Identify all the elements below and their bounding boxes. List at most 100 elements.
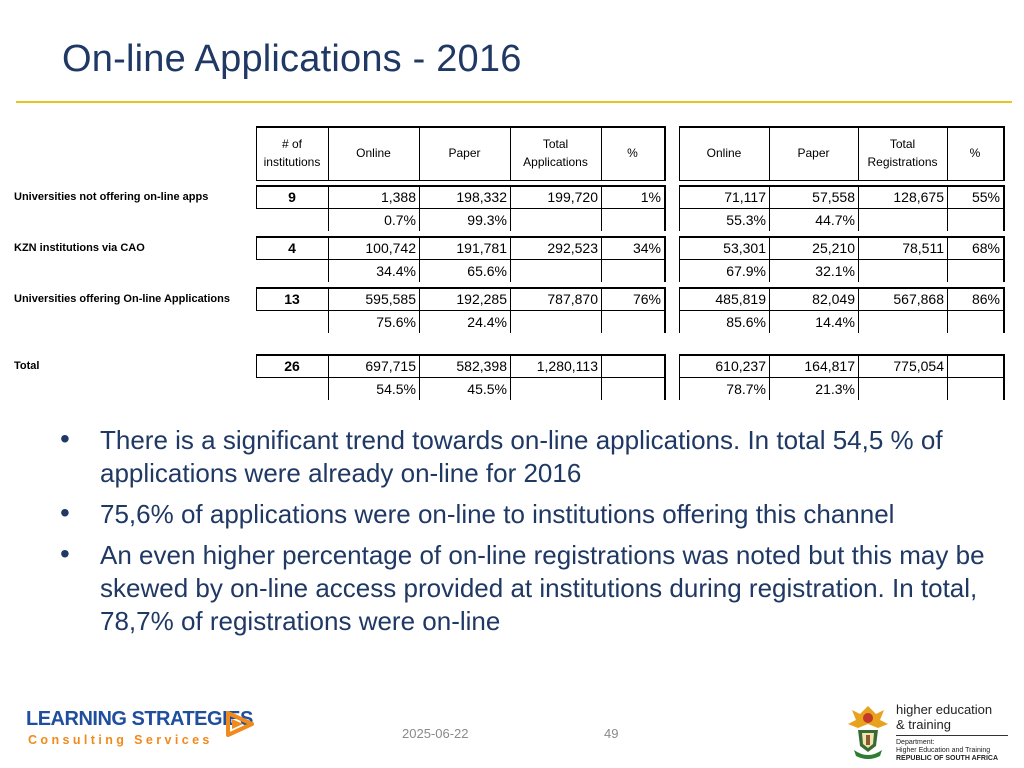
grid-line	[679, 185, 680, 231]
cell-online-reg-pct: 67.9%	[726, 262, 766, 279]
title-divider	[16, 101, 1012, 103]
grid-line	[510, 236, 511, 282]
header-top-border-2	[679, 126, 1005, 128]
row-top-border	[679, 287, 1005, 289]
cell-paper: 192,285	[456, 290, 507, 307]
row-mid-border	[679, 259, 1005, 260]
grid-line	[947, 185, 948, 231]
bullet-text: 75,6% of applications were on-line to in…	[100, 499, 895, 529]
cell-online-reg: 53,301	[723, 239, 766, 256]
grid-line	[1003, 236, 1005, 282]
row-top-border	[256, 236, 666, 238]
grid-line	[769, 354, 770, 400]
grid-line	[601, 287, 602, 333]
row-top-border	[679, 185, 1005, 187]
cell-paper: 198,332	[456, 188, 507, 205]
grid-line	[328, 126, 329, 181]
dhet-dept-label: Department:	[896, 739, 935, 746]
dhet-dept-name: Higher Education and Training	[896, 747, 991, 754]
grid-line	[679, 126, 680, 181]
grid-line	[328, 185, 329, 231]
header-bottom-border-1	[256, 180, 666, 181]
cell-total-app: 787,870	[547, 290, 598, 307]
header-total-registrations: Total Registrations	[867, 137, 938, 169]
row-label: KZN institutions via CAO	[14, 242, 145, 254]
logo-sub-text: Consulting Services	[28, 733, 213, 747]
cell-total-reg: 128,675	[893, 188, 944, 205]
grid-line	[858, 126, 859, 181]
grid-line	[664, 185, 666, 231]
row-mid-border	[679, 208, 1005, 209]
row-top-border	[679, 354, 1005, 356]
cell-paper-pct: 24.4%	[467, 313, 507, 330]
cell-paper-pct: 65.6%	[467, 262, 507, 279]
row-mid-border	[256, 377, 666, 378]
cell-institutions: 13	[284, 290, 300, 307]
grid-line	[419, 354, 420, 400]
bullet-icon: •	[60, 497, 70, 528]
row-top-border	[256, 354, 666, 356]
row-mid-border	[256, 208, 666, 209]
grid-line	[1003, 126, 1005, 181]
row-top-border	[256, 185, 666, 187]
row-label: Universities offering On-line Applicatio…	[14, 293, 230, 305]
bullet-text: An even higher percentage of on-line reg…	[100, 540, 985, 636]
grid-line	[601, 236, 602, 282]
cell-paper-reg: 82,049	[812, 290, 855, 307]
grid-line	[679, 236, 680, 282]
cell-paper: 191,781	[456, 239, 507, 256]
cell-online-reg: 71,117	[724, 188, 766, 205]
cell-paper: 582,398	[456, 357, 507, 374]
grid-line	[664, 354, 666, 400]
header-pct-applications: %	[627, 146, 638, 160]
grid-line	[769, 185, 770, 231]
bullet-icon: •	[60, 423, 70, 454]
grid-line	[679, 354, 680, 400]
cell-paper-reg: 25,210	[812, 239, 855, 256]
row-mid-border	[256, 259, 666, 260]
grid-line	[510, 354, 511, 400]
grid-line	[419, 287, 420, 333]
cell-online-reg-pct: 85.6%	[726, 313, 766, 330]
grid-line	[1003, 185, 1005, 231]
cell-pct-reg: 86%	[971, 290, 1000, 307]
cell-institutions: 9	[288, 188, 296, 205]
cell-paper-reg: 164,817	[804, 357, 855, 374]
grid-line	[858, 354, 859, 400]
cell-paper-pct: 45.5%	[467, 380, 507, 397]
dhet-logo: higher education & training Department: …	[846, 700, 1016, 762]
grid-line	[328, 354, 329, 400]
dhet-line1: higher education	[896, 702, 993, 717]
grid-line	[601, 185, 602, 231]
slide-number: 49	[604, 726, 619, 741]
learning-strategies-logo: LEARNING STRATEGIES Consulting Services	[26, 708, 266, 752]
row-top-border	[679, 236, 1005, 238]
grid-line	[858, 287, 859, 333]
bullet-item: • 75,6% of applications were on-line to …	[60, 497, 1000, 531]
header-paper: Paper	[448, 146, 481, 160]
header-pct-registrations: %	[969, 146, 981, 160]
dhet-line2: & training	[896, 717, 951, 732]
page-title: On-line Applications - 2016	[62, 38, 522, 80]
cell-total-reg: 78,511	[902, 239, 944, 256]
bullet-list: • There is a significant trend towards o…	[60, 423, 1000, 646]
cell-online: 1,388	[380, 188, 416, 205]
cell-online-reg: 485,819	[715, 290, 766, 307]
grid-line	[601, 126, 602, 181]
grid-line	[664, 126, 666, 181]
cell-paper-reg-pct: 44.7%	[815, 211, 855, 228]
coat-of-arms-icon	[848, 706, 888, 759]
grid-line	[1003, 354, 1005, 400]
grid-line	[256, 287, 257, 310]
grid-line	[419, 236, 420, 282]
cell-total-app: 199,720	[547, 188, 598, 205]
bullet-item: • There is a significant trend towards o…	[60, 423, 1000, 490]
grid-line	[858, 185, 859, 231]
cell-paper-reg-pct: 32.1%	[815, 262, 855, 279]
cell-paper-reg: 57,558	[812, 188, 855, 205]
logo-main-text: LEARNING STRATEGIES	[26, 708, 253, 730]
header-total-applications: Total Applications	[523, 137, 588, 169]
cell-online: 595,585	[365, 290, 416, 307]
grid-line	[679, 287, 680, 333]
cell-online: 697,715	[365, 357, 416, 374]
